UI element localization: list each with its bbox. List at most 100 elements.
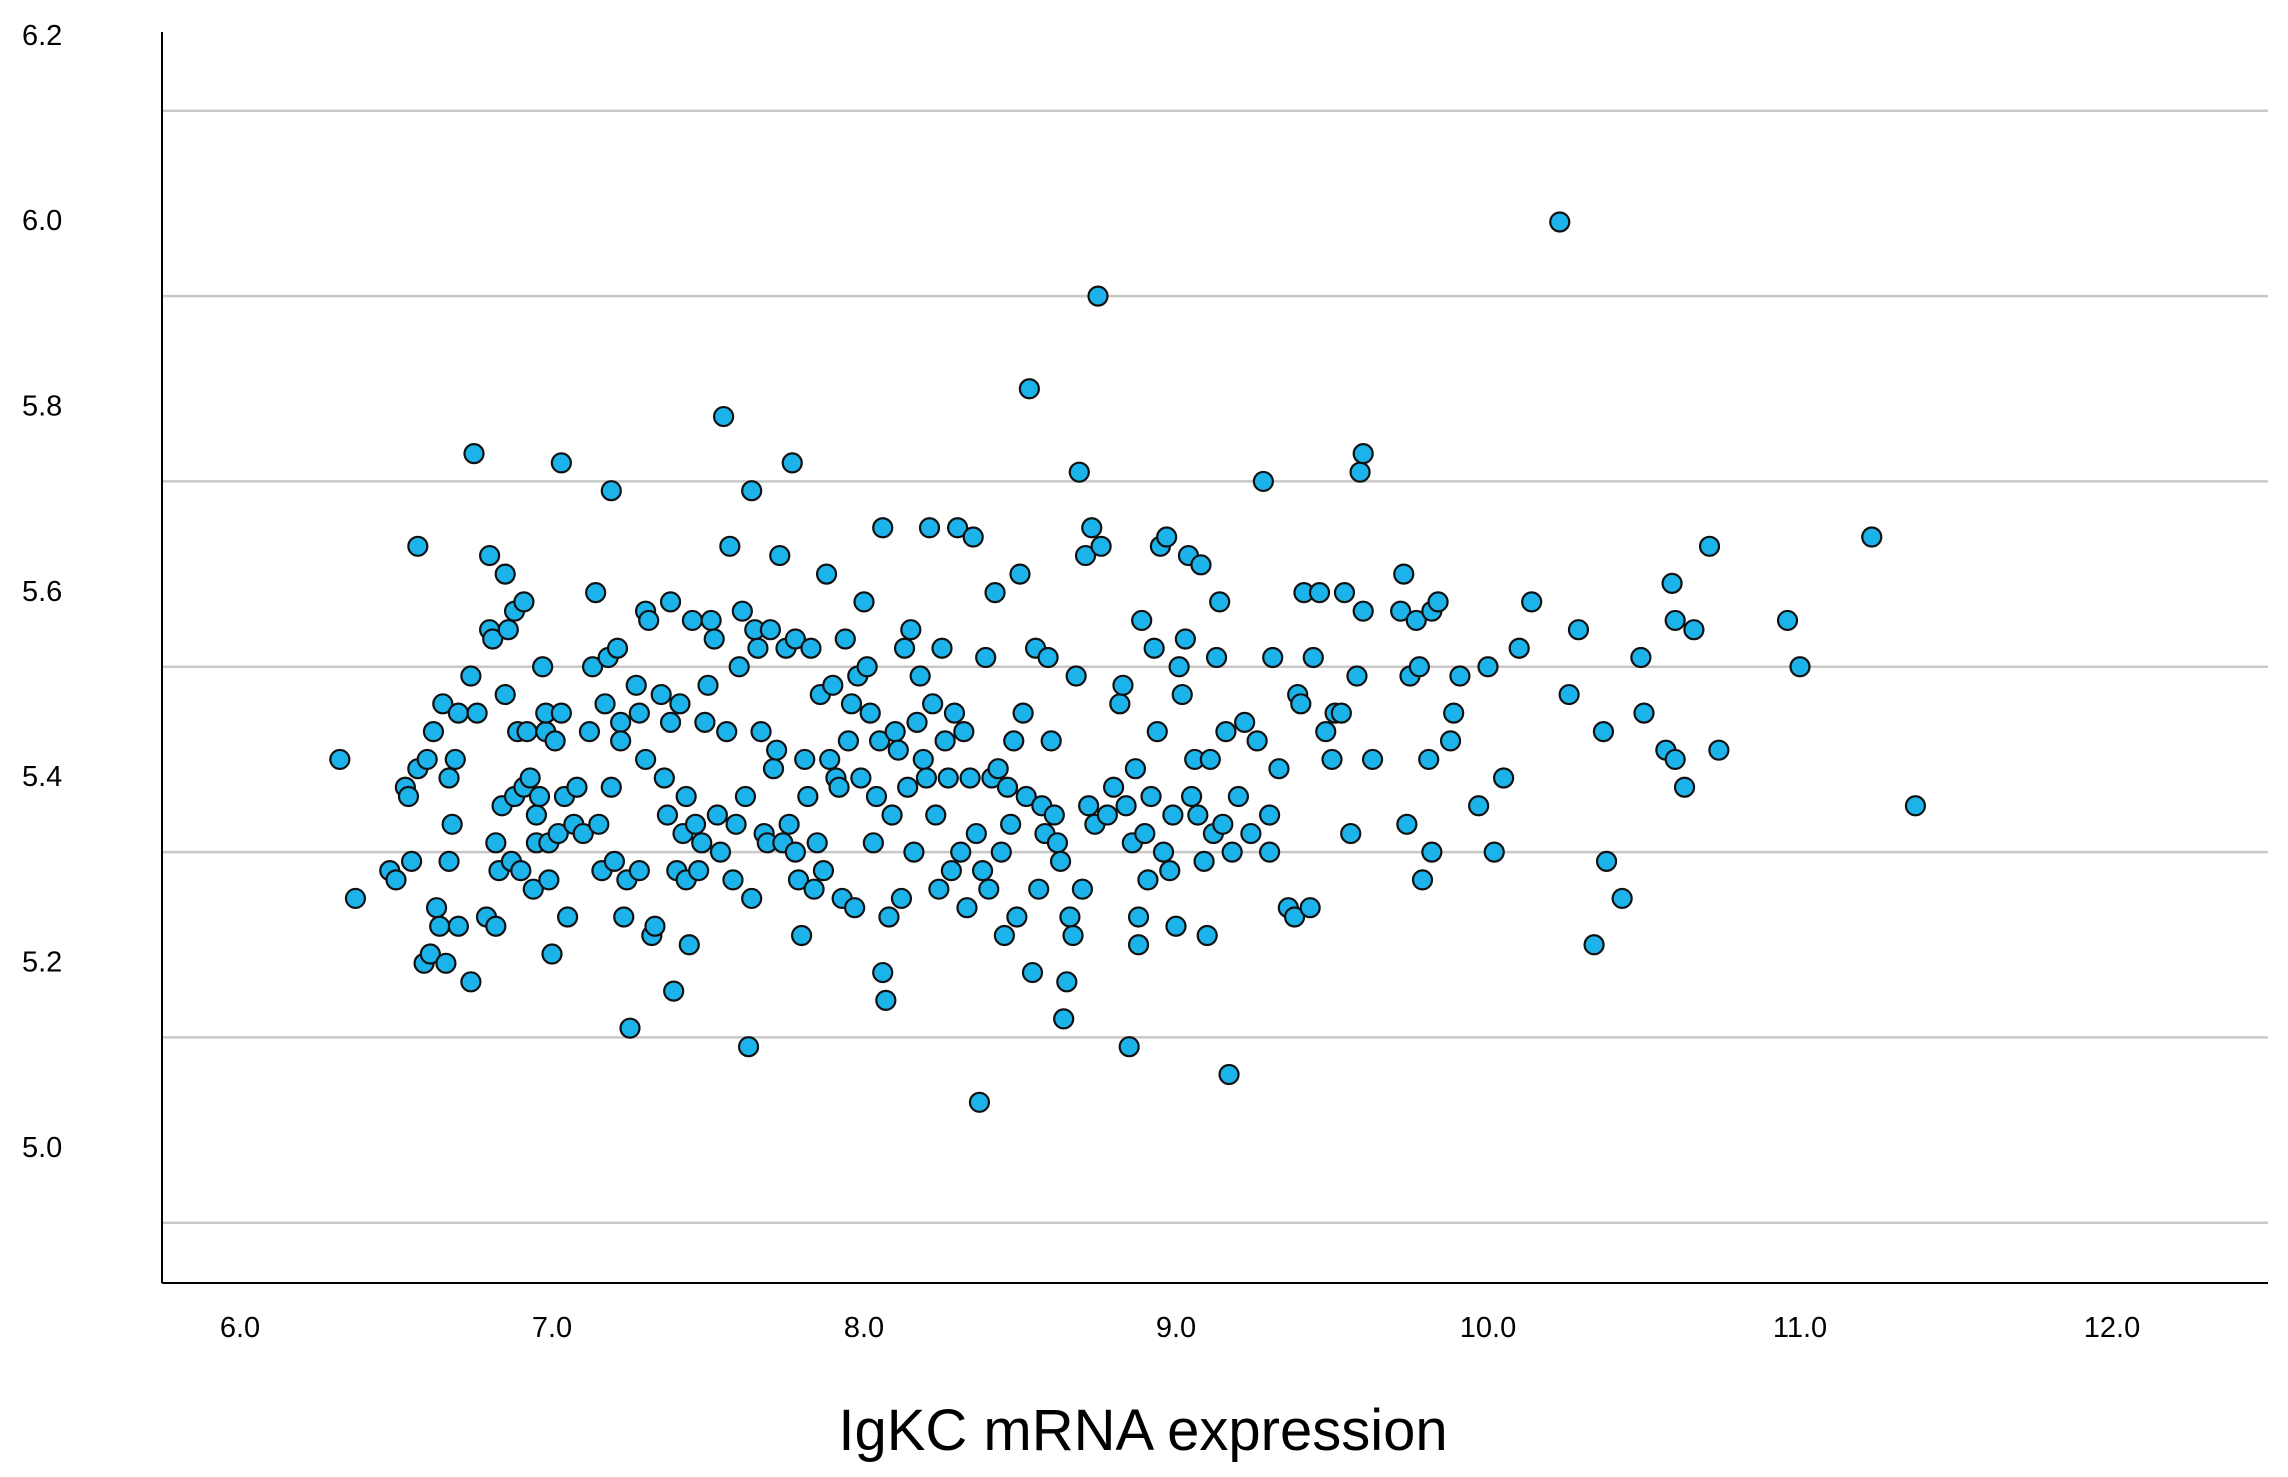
data-point	[1187, 804, 1209, 826]
data-point	[794, 748, 816, 771]
data-point	[510, 860, 532, 882]
data-point	[1483, 841, 1505, 863]
data-point	[856, 656, 878, 678]
data-point	[1789, 656, 1811, 678]
data-point	[859, 702, 881, 724]
data-point	[728, 656, 750, 678]
data-point	[1567, 619, 1590, 641]
data-point	[497, 619, 519, 641]
data-point	[890, 887, 913, 910]
y-tick-label: 6.2	[22, 20, 62, 52]
data-point	[922, 693, 944, 715]
data-point	[962, 526, 984, 548]
data-point	[581, 656, 604, 678]
data-point	[990, 841, 1012, 863]
data-point	[978, 878, 1000, 900]
data-point	[1330, 702, 1352, 724]
data-point	[1290, 693, 1312, 715]
data-point	[1156, 526, 1178, 548]
data-point	[716, 721, 738, 743]
data-point	[925, 804, 947, 826]
data-point	[1352, 600, 1374, 622]
data-point	[1009, 563, 1031, 585]
data-point	[1521, 591, 1543, 613]
y-tick-label: 5.2	[22, 946, 62, 978]
data-point	[815, 563, 838, 585]
data-point	[965, 822, 987, 845]
data-point	[712, 405, 735, 428]
data-point	[522, 878, 544, 900]
data-point	[1221, 841, 1243, 863]
data-point	[1246, 730, 1268, 752]
data-point	[706, 804, 728, 826]
data-point	[1861, 526, 1883, 548]
data-point	[1633, 702, 1655, 724]
data-point	[953, 721, 975, 743]
data-point	[1109, 693, 1131, 715]
data-point	[750, 721, 772, 743]
data-point	[659, 711, 682, 733]
data-point	[956, 897, 978, 919]
data-point	[872, 961, 894, 984]
data-point	[937, 767, 959, 789]
data-point	[906, 711, 928, 733]
data-point	[544, 730, 566, 752]
data-point	[485, 915, 507, 937]
data-point	[1299, 897, 1321, 919]
data-point	[1508, 637, 1530, 659]
data-point	[1218, 1063, 1240, 1086]
data-point	[1152, 841, 1175, 863]
data-point	[1146, 721, 1168, 743]
data-point	[887, 739, 909, 761]
data-point	[638, 609, 660, 632]
data-point	[790, 924, 813, 947]
data-point	[438, 767, 460, 789]
data-point	[946, 517, 969, 539]
data-point	[781, 452, 803, 474]
data-point	[784, 628, 806, 650]
data-point	[1468, 795, 1490, 817]
data-point	[834, 628, 856, 650]
data-point	[1137, 869, 1159, 891]
data-point	[1352, 443, 1374, 465]
data-point	[993, 924, 1016, 947]
data-point	[578, 721, 601, 743]
data-point	[1037, 646, 1059, 669]
data-point	[1199, 748, 1221, 771]
data-point	[528, 785, 551, 808]
data-point	[422, 721, 445, 743]
data-point	[1046, 832, 1069, 854]
data-point	[709, 841, 732, 863]
data-point	[550, 702, 572, 724]
data-point	[653, 767, 675, 789]
data-point	[900, 619, 922, 641]
data-point	[1227, 785, 1250, 808]
data-point	[588, 813, 610, 835]
data-point	[1390, 600, 1412, 622]
x-axis-title: IgKC mRNA expression	[838, 1398, 1447, 1463]
data-point	[1427, 591, 1449, 613]
data-point	[1595, 850, 1618, 872]
data-point	[812, 860, 835, 882]
data-point	[737, 1036, 760, 1058]
data-point	[1028, 878, 1050, 900]
data-point	[741, 480, 763, 502]
data-point	[1661, 572, 1683, 594]
data-point	[1127, 906, 1150, 928]
data-point	[1421, 841, 1443, 863]
data-point	[734, 785, 757, 808]
data-point	[678, 934, 700, 956]
data-point	[1611, 887, 1633, 910]
data-point	[1443, 702, 1465, 724]
data-point	[865, 785, 888, 808]
data-point	[572, 822, 594, 845]
data-point	[494, 563, 516, 585]
data-point	[1159, 860, 1181, 882]
data-point	[1131, 609, 1153, 632]
data-point	[1049, 850, 1072, 872]
data-point	[1062, 924, 1084, 947]
data-point	[1283, 906, 1306, 928]
x-tick-label: 7.0	[532, 1312, 572, 1344]
data-point	[719, 535, 741, 557]
data-point	[950, 841, 972, 863]
